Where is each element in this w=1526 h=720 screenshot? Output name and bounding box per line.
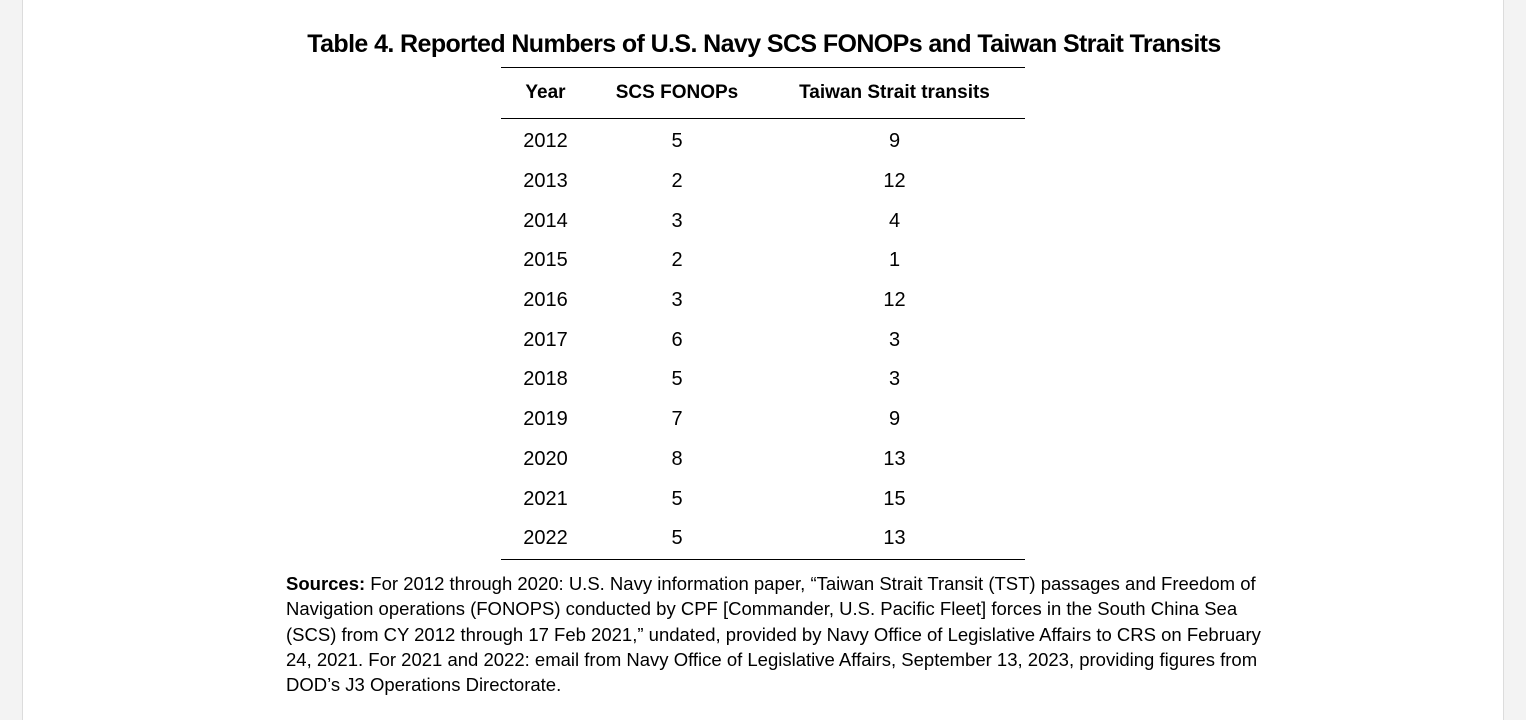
column-header-year: Year xyxy=(501,67,590,119)
cell-year: 2016 xyxy=(523,289,568,312)
sources-text: For 2012 through 2020: U.S. Navy informa… xyxy=(286,573,1261,696)
cell-scs-fonops: 5 xyxy=(590,518,764,560)
cell-scs-fonops: 3 xyxy=(671,209,683,232)
cell-taiwan-strait-transits: 3 xyxy=(888,368,901,391)
cell-scs-fonops: 5 xyxy=(671,487,683,510)
cell-year: 2019 xyxy=(523,408,568,431)
table-row: 2017 6 3 xyxy=(501,320,1025,360)
cell-year: 2012 xyxy=(523,130,568,153)
table-row: 2022 5 13 xyxy=(501,518,1025,560)
cell-taiwan-strait-transits: 13 xyxy=(883,447,906,470)
cell-taiwan-strait-transits: 3 xyxy=(888,328,901,351)
table-header-row: Year SCS FONOPs Taiwan Strait transits xyxy=(501,67,1025,119)
cell-scs-fonops: 8 xyxy=(671,447,683,470)
cell-year: 2014 xyxy=(523,209,568,232)
cell-scs-fonops: 7 xyxy=(671,408,683,431)
table-row: 2012 5 9 xyxy=(501,119,1025,162)
sources-label: Sources: xyxy=(286,573,366,594)
cell-year: 2018 xyxy=(523,368,568,391)
cell-taiwan-strait-transits: 12 xyxy=(883,289,906,312)
column-header-scs-fonops: SCS FONOPs xyxy=(590,67,764,119)
table-title: Table 4. Reported Numbers of U.S. Navy S… xyxy=(307,30,1221,58)
cell-taiwan-strait-transits: 1 xyxy=(888,249,901,272)
table-row: 2013 2 12 xyxy=(501,162,1025,202)
table-body: 2012 5 9 2013 2 12 2014 3 4 2015 2 1 2016 3 12 2017 6 3 20… xyxy=(501,119,1025,560)
cell-taiwan-strait-transits: 13 xyxy=(764,518,1025,560)
table-row: 2020 8 13 xyxy=(501,440,1025,480)
cell-taiwan-strait-transits: 4 xyxy=(888,209,901,232)
cell-scs-fonops: 5 xyxy=(671,368,683,391)
table-row: 2021 5 15 xyxy=(501,479,1025,519)
cell-scs-fonops: 5 xyxy=(671,130,683,153)
table-row: 2016 3 12 xyxy=(501,281,1025,321)
column-header-taiwan-strait-transits: Taiwan Strait transits xyxy=(764,67,1025,119)
data-table: Year SCS FONOPs Taiwan Strait transits 2… xyxy=(501,67,1025,560)
document-page: Table 4. Reported Numbers of U.S. Navy S… xyxy=(22,0,1504,720)
sources-note: Sources: For 2012 through 2020: U.S. Nav… xyxy=(286,571,1286,697)
cell-year: 2017 xyxy=(523,328,568,351)
cell-year: 2015 xyxy=(523,249,568,272)
cell-year: 2020 xyxy=(523,447,568,470)
cell-taiwan-strait-transits: 9 xyxy=(888,408,901,431)
cell-year: 2021 xyxy=(523,487,568,510)
cell-taiwan-strait-transits: 9 xyxy=(888,130,901,153)
table-row: 2018 5 3 xyxy=(501,360,1025,400)
cell-year: 2013 xyxy=(523,170,568,193)
cell-scs-fonops: 6 xyxy=(671,328,683,351)
table-row: 2019 7 9 xyxy=(501,400,1025,440)
cell-year: 2022 xyxy=(501,518,590,560)
cell-taiwan-strait-transits: 12 xyxy=(883,170,906,193)
cell-scs-fonops: 2 xyxy=(671,249,683,272)
table-row: 2014 3 4 xyxy=(501,201,1025,241)
cell-scs-fonops: 3 xyxy=(671,289,683,312)
cell-taiwan-strait-transits: 15 xyxy=(883,487,906,510)
table-row: 2015 2 1 xyxy=(501,241,1025,281)
cell-scs-fonops: 2 xyxy=(671,170,683,193)
